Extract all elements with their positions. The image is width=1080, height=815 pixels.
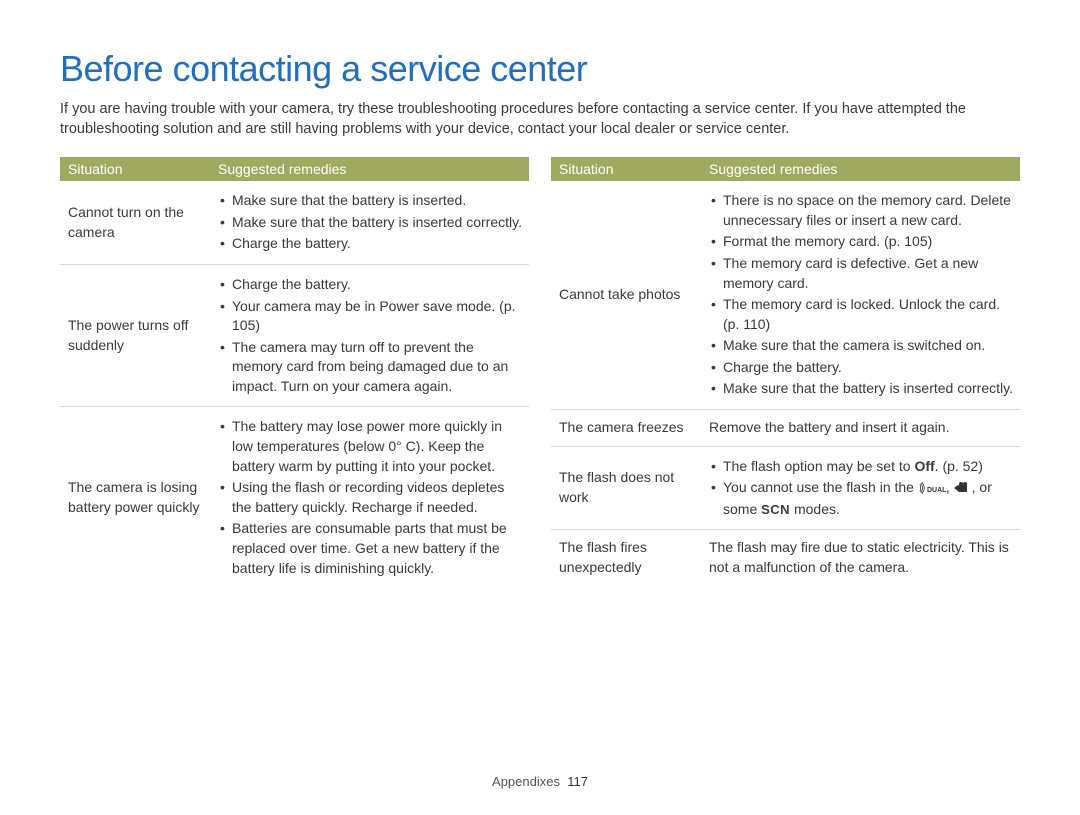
- situation-cell: The power turns off suddenly: [60, 264, 210, 407]
- remedies-cell: Make sure that the battery is inserted. …: [210, 181, 529, 264]
- remedies-cell: There is no space on the memory card. De…: [701, 181, 1020, 409]
- situation-cell: The flash fires unexpectedly: [551, 530, 701, 586]
- table-row: The flash does not work The flash option…: [551, 446, 1020, 530]
- remedy-item: Batteries are consumable parts that must…: [218, 519, 523, 578]
- footer-section: Appendixes: [492, 774, 560, 789]
- remedy-item: There is no space on the memory card. De…: [709, 191, 1014, 230]
- remedy-item: Charge the battery.: [709, 358, 1014, 378]
- remedy-item: The camera may turn off to prevent the m…: [218, 338, 523, 397]
- remedy-item: Make sure that the battery is inserted.: [218, 191, 523, 211]
- page-footer: Appendixes 117: [0, 774, 1080, 789]
- remedy-item: Charge the battery.: [218, 234, 523, 254]
- remedy-item: The battery may lose power more quickly …: [218, 417, 523, 476]
- manual-page: Before contacting a service center If yo…: [0, 0, 1080, 815]
- col-header-situation: Situation: [60, 157, 210, 181]
- col-header-situation: Situation: [551, 157, 701, 181]
- footer-page-number: 117: [567, 774, 588, 789]
- remedies-cell: The battery may lose power more quickly …: [210, 407, 529, 588]
- remedies-cell: Remove the battery and insert it again.: [701, 410, 1020, 447]
- table-row: The camera freezes Remove the battery an…: [551, 410, 1020, 447]
- situation-cell: Cannot take photos: [551, 181, 701, 409]
- remedy-item: The memory card is locked. Unlock the ca…: [709, 295, 1014, 334]
- right-column: Situation Suggested remedies Cannot take…: [551, 157, 1020, 588]
- table-row: Cannot turn on the camera Make sure that…: [60, 181, 529, 264]
- intro-paragraph: If you are having trouble with your came…: [60, 100, 1020, 139]
- dual-mode-icon: DUAL: [918, 480, 946, 500]
- bold-word: Off: [914, 458, 934, 474]
- remedy-item: Your camera may be in Power save mode. (…: [218, 297, 523, 336]
- col-header-remedies: Suggested remedies: [210, 157, 529, 181]
- remedy-item: Make sure that the camera is switched on…: [709, 336, 1014, 356]
- situation-cell: The camera is losing battery power quick…: [60, 407, 210, 588]
- remedy-item: Charge the battery.: [218, 275, 523, 295]
- remedy-item: Using the flash or recording videos depl…: [218, 478, 523, 517]
- movie-mode-icon: [954, 480, 972, 500]
- situation-cell: The flash does not work: [551, 446, 701, 530]
- left-column: Situation Suggested remedies Cannot turn…: [60, 157, 529, 588]
- remedy-text: . (p. 52): [935, 458, 983, 474]
- remedy-item: Make sure that the battery is inserted c…: [709, 379, 1014, 399]
- remedies-cell: Charge the battery. Your camera may be i…: [210, 264, 529, 407]
- remedy-text: The flash option may be set to: [723, 458, 914, 474]
- situation-cell: The camera freezes: [551, 410, 701, 447]
- table-row: Cannot take photos There is no space on …: [551, 181, 1020, 409]
- troubleshoot-table-left: Situation Suggested remedies Cannot turn…: [60, 157, 529, 588]
- two-column-layout: Situation Suggested remedies Cannot turn…: [60, 157, 1020, 588]
- table-row: The power turns off suddenly Charge the …: [60, 264, 529, 407]
- scn-mode-icon: SCN: [761, 502, 790, 517]
- table-row: The flash fires unexpectedly The flash m…: [551, 530, 1020, 586]
- table-row: The camera is losing battery power quick…: [60, 407, 529, 588]
- remedy-item: The memory card is defective. Get a new …: [709, 254, 1014, 293]
- remedy-text: You cannot use the flash in the: [723, 479, 918, 495]
- remedy-item: Format the memory card. (p. 105): [709, 232, 1014, 252]
- troubleshoot-table-right: Situation Suggested remedies Cannot take…: [551, 157, 1020, 586]
- remedy-text: modes.: [790, 501, 840, 517]
- svg-text:DUAL: DUAL: [927, 487, 946, 494]
- situation-cell: Cannot turn on the camera: [60, 181, 210, 264]
- remedy-item: You cannot use the flash in the DUAL ,: [709, 478, 1014, 519]
- remedies-cell: The flash may fire due to static electri…: [701, 530, 1020, 586]
- remedies-cell: The flash option may be set to Off. (p. …: [701, 446, 1020, 530]
- page-title: Before contacting a service center: [60, 48, 1020, 90]
- remedy-item: Make sure that the battery is inserted c…: [218, 213, 523, 233]
- remedy-item: The flash option may be set to Off. (p. …: [709, 457, 1014, 477]
- col-header-remedies: Suggested remedies: [701, 157, 1020, 181]
